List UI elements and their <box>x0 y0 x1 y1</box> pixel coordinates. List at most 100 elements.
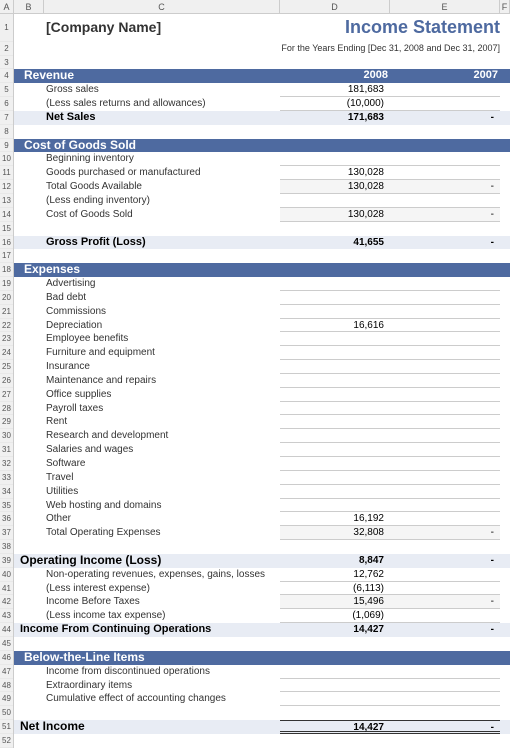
row-number[interactable]: 17 <box>0 249 13 263</box>
row-number[interactable]: 49 <box>0 692 13 706</box>
value-year2[interactable]: - <box>390 208 500 222</box>
value-year1[interactable]: 16,192 <box>280 512 390 526</box>
value-y2[interactable]: - <box>390 554 500 568</box>
value-year1[interactable]: 32,808 <box>280 526 390 540</box>
value-year1[interactable] <box>280 443 390 457</box>
value-year1[interactable] <box>280 415 390 429</box>
value-year1[interactable]: (1,069) <box>280 609 390 623</box>
value-year2[interactable] <box>390 194 500 208</box>
row-number[interactable]: 26 <box>0 374 13 388</box>
row-number[interactable]: 8 <box>0 125 13 139</box>
row-number[interactable]: 43 <box>0 609 13 623</box>
value-year2[interactable] <box>390 360 500 374</box>
value-year2[interactable] <box>390 332 500 346</box>
value-year2[interactable] <box>390 429 500 443</box>
value-y2[interactable]: - <box>390 111 500 125</box>
value-year2[interactable] <box>390 388 500 402</box>
value-year2[interactable] <box>390 152 500 166</box>
row-number[interactable]: 9 <box>0 139 13 153</box>
value-year1[interactable] <box>280 692 390 706</box>
value-year1[interactable]: (6,113) <box>280 582 390 596</box>
value-year1[interactable] <box>280 374 390 388</box>
row-number[interactable]: 16 <box>0 236 13 250</box>
row-number[interactable]: 38 <box>0 540 13 554</box>
col-header-a[interactable]: A <box>0 0 14 13</box>
row-number[interactable]: 21 <box>0 305 13 319</box>
row-number[interactable]: 23 <box>0 332 13 346</box>
row-number[interactable]: 34 <box>0 485 13 499</box>
value-year1[interactable] <box>280 679 390 693</box>
value-year2[interactable] <box>390 485 500 499</box>
row-number[interactable]: 51 <box>0 720 13 734</box>
value-year2[interactable] <box>390 166 500 180</box>
row-number[interactable]: 2 <box>0 42 13 56</box>
value-year2[interactable] <box>390 443 500 457</box>
value-y2[interactable]: - <box>390 720 500 734</box>
value-year2[interactable] <box>390 665 500 679</box>
value-year2[interactable] <box>390 291 500 305</box>
value-year2[interactable] <box>390 83 500 97</box>
value-year1[interactable] <box>280 429 390 443</box>
row-number[interactable]: 6 <box>0 97 13 111</box>
value-y1[interactable]: 41,655 <box>280 236 390 250</box>
value-year2[interactable]: - <box>390 180 500 194</box>
company-name[interactable]: [Company Name] <box>44 14 280 42</box>
value-year1[interactable]: 181,683 <box>280 83 390 97</box>
value-year2[interactable] <box>390 512 500 526</box>
row-number[interactable]: 31 <box>0 443 13 457</box>
row-number[interactable]: 35 <box>0 499 13 513</box>
value-year1[interactable]: (10,000) <box>280 97 390 111</box>
col-header-b[interactable]: B <box>14 0 44 13</box>
value-year1[interactable] <box>280 194 390 208</box>
value-year1[interactable]: 12,762 <box>280 568 390 582</box>
row-number[interactable]: 20 <box>0 291 13 305</box>
value-year1[interactable]: 130,028 <box>280 166 390 180</box>
row-number[interactable]: 39 <box>0 554 13 568</box>
row-number[interactable]: 1 <box>0 14 13 42</box>
col-header-d[interactable]: D <box>280 0 390 13</box>
value-year1[interactable]: 130,028 <box>280 208 390 222</box>
row-number[interactable]: 30 <box>0 429 13 443</box>
value-year1[interactable] <box>280 388 390 402</box>
value-year2[interactable] <box>390 374 500 388</box>
row-number[interactable]: 29 <box>0 415 13 429</box>
value-year2[interactable] <box>390 277 500 291</box>
row-number[interactable]: 44 <box>0 623 13 637</box>
row-number[interactable]: 4 <box>0 69 13 83</box>
row-number[interactable]: 52 <box>0 734 13 748</box>
value-year1[interactable] <box>280 665 390 679</box>
row-number[interactable]: 46 <box>0 651 13 665</box>
row-number[interactable]: 50 <box>0 706 13 720</box>
value-year2[interactable] <box>390 319 500 333</box>
row-number[interactable]: 27 <box>0 388 13 402</box>
row-number[interactable]: 18 <box>0 263 13 277</box>
row-number[interactable]: 37 <box>0 526 13 540</box>
value-year2[interactable] <box>390 499 500 513</box>
row-number[interactable]: 7 <box>0 111 13 125</box>
value-year1[interactable] <box>280 332 390 346</box>
value-year2[interactable] <box>390 609 500 623</box>
row-number[interactable]: 10 <box>0 152 13 166</box>
value-year1[interactable] <box>280 291 390 305</box>
value-y2[interactable]: - <box>390 236 500 250</box>
value-year1[interactable] <box>280 471 390 485</box>
row-number[interactable]: 48 <box>0 679 13 693</box>
value-year1[interactable] <box>280 360 390 374</box>
row-number[interactable]: 40 <box>0 568 13 582</box>
row-number[interactable]: 32 <box>0 457 13 471</box>
row-number[interactable]: 36 <box>0 512 13 526</box>
row-number[interactable]: 13 <box>0 194 13 208</box>
value-year2[interactable] <box>390 568 500 582</box>
row-number[interactable]: 3 <box>0 56 13 70</box>
col-header-e[interactable]: E <box>390 0 500 13</box>
value-year1[interactable] <box>280 402 390 416</box>
value-year2[interactable] <box>390 402 500 416</box>
value-year1[interactable] <box>280 277 390 291</box>
col-header-c[interactable]: C <box>44 0 280 13</box>
value-year2[interactable] <box>390 305 500 319</box>
value-year1[interactable] <box>280 346 390 360</box>
value-year2[interactable]: - <box>390 526 500 540</box>
row-number[interactable]: 42 <box>0 595 13 609</box>
value-year2[interactable]: - <box>390 595 500 609</box>
value-year1[interactable] <box>280 457 390 471</box>
